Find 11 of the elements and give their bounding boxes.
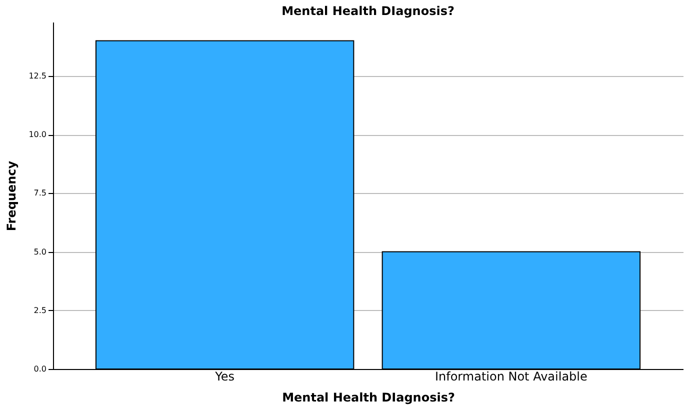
y-tick-label: 7.5 bbox=[34, 188, 46, 198]
y-tick-label: 0.0 bbox=[34, 364, 46, 374]
x-axis-title: Mental Health DIagnosis? bbox=[282, 390, 455, 404]
chart-title: Mental Health DIagnosis? bbox=[282, 4, 454, 18]
x-tick-label: Yes bbox=[214, 370, 235, 384]
y-tick-label: 5.0 bbox=[34, 247, 46, 256]
y-tick-label: 10.0 bbox=[28, 130, 46, 140]
y-tick-label: 12.5 bbox=[28, 71, 46, 80]
y-tick-label: 2.5 bbox=[34, 306, 46, 315]
y-axis-title: Frequency bbox=[4, 160, 19, 232]
x-tick-label: Information Not Available bbox=[434, 370, 588, 384]
